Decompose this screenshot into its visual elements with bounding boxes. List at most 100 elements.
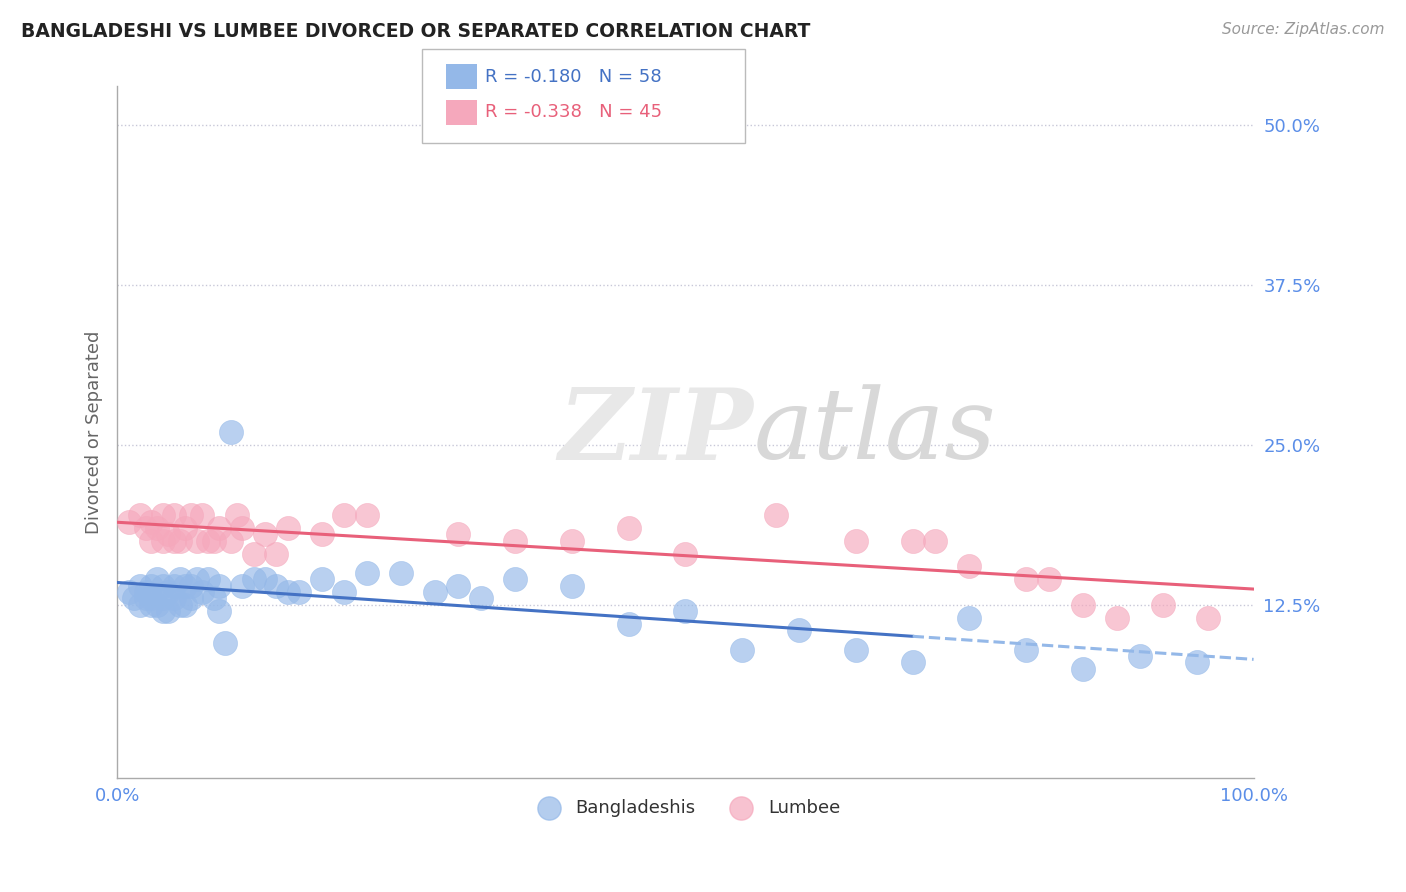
Point bbox=[129, 598, 152, 612]
Point bbox=[787, 624, 810, 638]
Point bbox=[1197, 610, 1219, 624]
Point bbox=[266, 578, 288, 592]
Point bbox=[169, 598, 191, 612]
Point bbox=[288, 585, 311, 599]
Point bbox=[1015, 572, 1038, 586]
Point bbox=[197, 572, 219, 586]
Point bbox=[202, 591, 225, 606]
Point bbox=[141, 578, 163, 592]
Point bbox=[253, 572, 276, 586]
Point bbox=[425, 585, 447, 599]
Point bbox=[141, 515, 163, 529]
Point bbox=[146, 572, 169, 586]
Point bbox=[208, 604, 231, 618]
Point bbox=[266, 547, 288, 561]
Text: R = -0.338   N = 45: R = -0.338 N = 45 bbox=[485, 103, 662, 121]
Point bbox=[503, 572, 526, 586]
Point bbox=[163, 591, 186, 606]
Point bbox=[191, 508, 214, 523]
Point bbox=[356, 508, 378, 523]
Point bbox=[197, 533, 219, 548]
Point bbox=[152, 591, 174, 606]
Point bbox=[191, 585, 214, 599]
Point bbox=[135, 585, 157, 599]
Point bbox=[1107, 610, 1129, 624]
Point bbox=[845, 642, 868, 657]
Point bbox=[447, 578, 470, 592]
Point bbox=[135, 591, 157, 606]
Point bbox=[1038, 572, 1060, 586]
Point bbox=[1071, 598, 1094, 612]
Text: ZIP: ZIP bbox=[558, 384, 754, 480]
Point bbox=[129, 578, 152, 592]
Point bbox=[186, 533, 208, 548]
Point bbox=[447, 527, 470, 541]
Text: R = -0.180   N = 58: R = -0.180 N = 58 bbox=[485, 68, 662, 86]
Point bbox=[152, 578, 174, 592]
Point bbox=[163, 508, 186, 523]
Point bbox=[152, 604, 174, 618]
Point bbox=[356, 566, 378, 580]
Point bbox=[1185, 656, 1208, 670]
Y-axis label: Divorced or Separated: Divorced or Separated bbox=[86, 330, 103, 533]
Point bbox=[219, 533, 242, 548]
Text: atlas: atlas bbox=[754, 384, 997, 480]
Point bbox=[152, 533, 174, 548]
Point bbox=[117, 515, 139, 529]
Point bbox=[225, 508, 247, 523]
Point bbox=[277, 521, 299, 535]
Point bbox=[617, 617, 640, 632]
Point bbox=[311, 572, 333, 586]
Point bbox=[129, 508, 152, 523]
Point bbox=[157, 585, 180, 599]
Point bbox=[122, 591, 145, 606]
Point bbox=[174, 521, 197, 535]
Point bbox=[141, 591, 163, 606]
Point bbox=[311, 527, 333, 541]
Point bbox=[180, 591, 202, 606]
Point bbox=[202, 533, 225, 548]
Point bbox=[277, 585, 299, 599]
Point bbox=[1071, 662, 1094, 676]
Point bbox=[959, 610, 981, 624]
Point bbox=[901, 533, 924, 548]
Point bbox=[617, 521, 640, 535]
Point bbox=[561, 533, 583, 548]
Point bbox=[174, 598, 197, 612]
Point bbox=[117, 585, 139, 599]
Point bbox=[673, 547, 696, 561]
Point bbox=[152, 508, 174, 523]
Point bbox=[163, 533, 186, 548]
Point bbox=[157, 604, 180, 618]
Point bbox=[219, 425, 242, 439]
Point bbox=[135, 521, 157, 535]
Point bbox=[333, 585, 356, 599]
Point bbox=[231, 521, 253, 535]
Point bbox=[214, 636, 236, 650]
Point bbox=[242, 547, 264, 561]
Legend: Bangladeshis, Lumbee: Bangladeshis, Lumbee bbox=[523, 791, 848, 824]
Point bbox=[208, 578, 231, 592]
Point bbox=[157, 527, 180, 541]
Point bbox=[169, 533, 191, 548]
Point bbox=[333, 508, 356, 523]
Point bbox=[163, 578, 186, 592]
Point bbox=[253, 527, 276, 541]
Point bbox=[959, 559, 981, 574]
Point bbox=[174, 578, 197, 592]
Point bbox=[169, 572, 191, 586]
Point bbox=[180, 508, 202, 523]
Point bbox=[186, 572, 208, 586]
Point bbox=[765, 508, 787, 523]
Point bbox=[1129, 648, 1152, 663]
Point bbox=[208, 521, 231, 535]
Point bbox=[901, 656, 924, 670]
Point bbox=[389, 566, 412, 580]
Point bbox=[561, 578, 583, 592]
Point bbox=[673, 604, 696, 618]
Point bbox=[146, 521, 169, 535]
Point bbox=[470, 591, 492, 606]
Text: BANGLADESHI VS LUMBEE DIVORCED OR SEPARATED CORRELATION CHART: BANGLADESHI VS LUMBEE DIVORCED OR SEPARA… bbox=[21, 22, 810, 41]
Point bbox=[146, 598, 169, 612]
Point bbox=[503, 533, 526, 548]
